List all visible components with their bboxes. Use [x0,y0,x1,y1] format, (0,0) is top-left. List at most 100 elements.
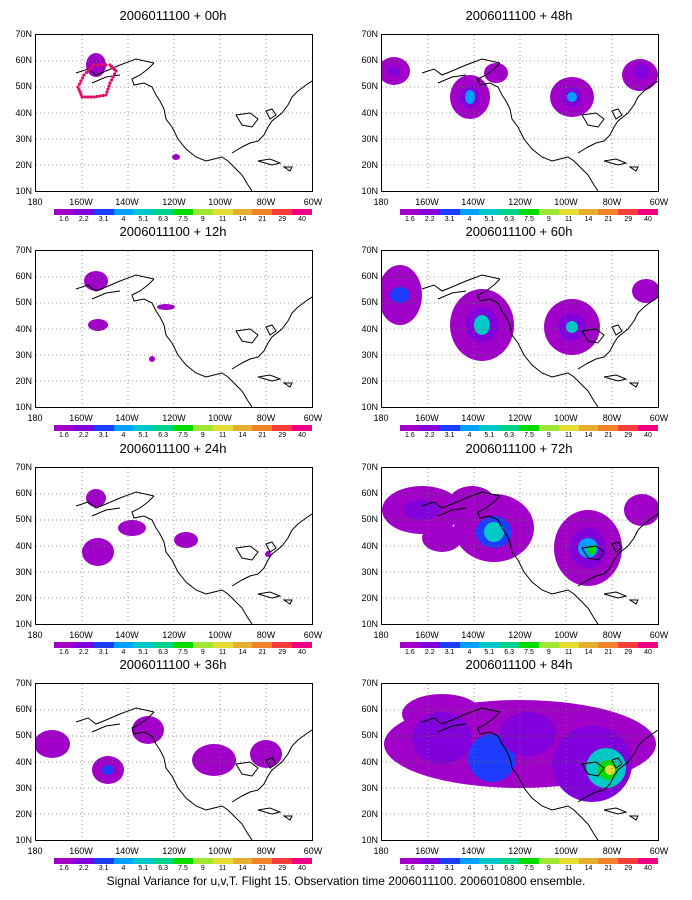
lat-tick-label: 10N [361,402,378,412]
colorbar-swatch [232,425,253,431]
flight-track-dot [78,90,82,94]
caribbean-islands [257,158,293,172]
colorbar-swatch [192,858,213,864]
colorbar-swatch [173,209,193,215]
colorbar-swatch [439,425,460,431]
colorbar-swatch [638,425,658,431]
colorbar-label: 7.5 [178,649,188,656]
lon-tick-label: 60W [649,413,669,423]
map-frame [381,467,659,625]
map-panel-00h: 2006011100 + 00h 70N 60N 50N 40N 30N 20N 10N 18… [0,8,346,224]
variance-blob [484,522,504,542]
colorbar-swatch [252,425,273,431]
flight-track-dot [89,95,93,99]
colorbar-label: 9 [200,649,205,656]
map-frame [381,683,659,841]
colorbar-label: 14 [584,216,593,223]
caribbean-islands [603,374,639,388]
colorbar-label: 4 [121,865,126,872]
colorbar-swatch [232,209,253,215]
colorbar-label: 6.3 [158,216,168,223]
colorbar-label: 3.1 [98,649,109,656]
lon-tick-label: 160W [69,197,93,207]
colorbar-label: 40 [298,216,306,223]
flight-track-dot [96,63,100,67]
variance-blob [474,315,490,335]
panel-title: 2006011100 + 12h [119,224,227,239]
flight-track-dot [84,70,89,75]
lon-tick-label: 120W [162,846,186,856]
colorbar-swatch [578,642,599,648]
colorbar-label: 9 [546,865,551,872]
colorbar-label: 40 [298,432,306,439]
colorbar-swatch [54,209,74,215]
colorbar-swatch [292,642,312,648]
lat-tick-label: 20N [361,160,378,170]
caribbean-islands [257,807,293,821]
coastline [131,62,312,191]
great-lakes [235,108,277,128]
lat-tick-label: 30N [361,567,378,577]
colorbar-swatch [292,209,312,215]
variance-blob [36,730,70,758]
colorbar-label: 5.1 [484,865,495,872]
coastline-alaska [421,274,501,300]
colorbar-swatch [192,425,213,431]
colorbar-swatch [439,642,460,648]
colorbar-swatch [292,425,312,431]
colorbar-swatch [113,642,134,648]
flight-track-dot [80,95,84,99]
colorbar-label: 3.1 [98,216,109,223]
lat-tick-label: 20N [361,809,378,819]
colorbar-label: 6.3 [158,649,168,656]
variance-blob [118,520,146,536]
lon-tick-label: 120W [508,197,532,207]
lon-tick-label: 180 [27,846,43,856]
colorbar-label: 2.2 [424,216,435,223]
colorbar-label: 4 [121,432,126,439]
colorbar-label: 14 [584,432,593,439]
flight-track-dot [80,76,85,80]
colorbar-label: 21 [604,216,613,223]
colorbar-swatch [618,209,639,215]
lat-tick-label: 60N [15,488,32,498]
colorbar-swatch [578,425,599,431]
variance-blob [82,538,114,566]
panel-title: 2006011100 + 00h [119,8,227,23]
variance-blob [157,304,175,310]
lon-tick-label: 160W [69,413,93,423]
variance-blob [388,66,400,76]
great-lakes [581,324,623,344]
colorbar-swatch [519,642,539,648]
colorbar-swatch [153,425,174,431]
flight-track-dot [76,85,80,89]
lat-tick-label: 20N [361,593,378,603]
colorbar-swatch [558,425,579,431]
colorbar-swatch [113,209,134,215]
colorbar-label: 40 [298,649,306,656]
colorbar-swatch [93,642,114,648]
lon-tick-label: 100W [208,630,232,640]
flight-track-dot [101,93,105,98]
colorbar-label: 2.2 [78,432,89,439]
lat-tick-label: 30N [15,783,32,793]
lon-tick-label: 180 [373,413,389,423]
colorbar-swatch [558,209,579,215]
colorbar-swatch [538,209,559,215]
variance-blob [265,551,271,557]
lon-tick-label: 100W [208,413,232,423]
panel-title: 2006011100 + 72h [465,441,573,456]
colorbar-swatch [212,858,233,864]
panel-title: 2006011100 + 24h [119,441,227,456]
variance-blob [567,92,577,102]
lat-tick-label: 50N [361,297,378,307]
caribbean-islands [257,591,293,605]
colorbar-label: 9 [546,649,551,656]
colorbar-label: 29 [278,865,287,872]
lon-tick-label: 180 [373,630,389,640]
colorbar-label: 14 [584,649,593,656]
colorbar-label: 6.3 [504,432,514,439]
colorbar-swatch [272,425,293,431]
variance-blob [465,90,475,104]
map-canvas [382,35,658,191]
